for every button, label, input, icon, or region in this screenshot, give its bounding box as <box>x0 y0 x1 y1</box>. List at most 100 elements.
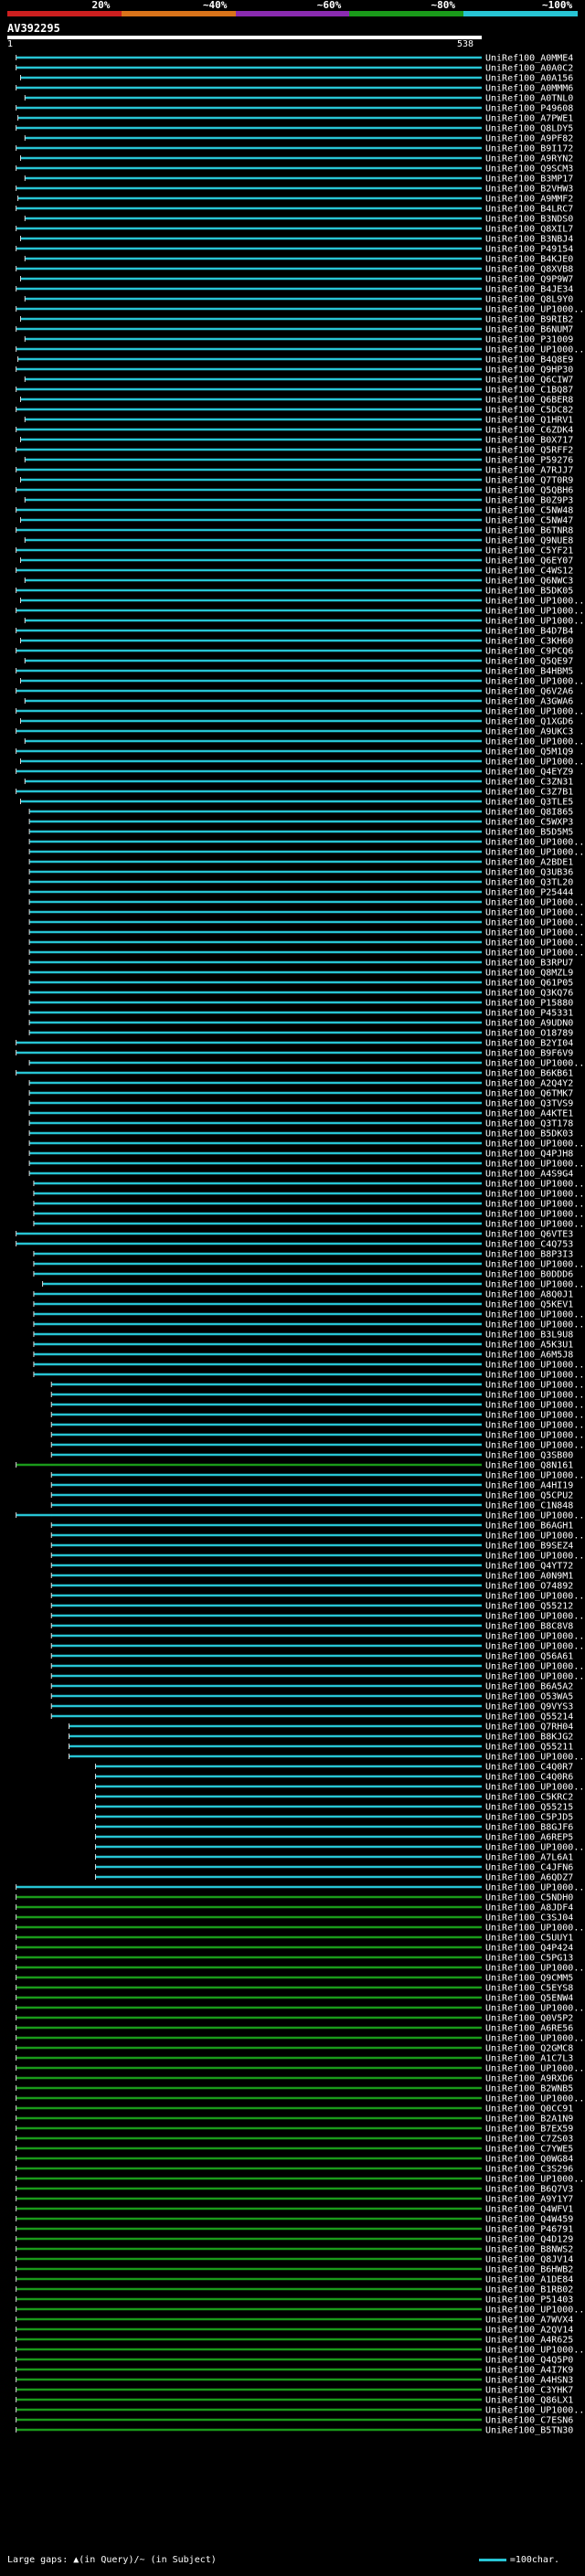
hit-label[interactable]: UniRef100_Q56A61 <box>485 1652 573 1662</box>
hit-label[interactable]: UniRef100_A9MMF2 <box>485 195 573 205</box>
hit-label[interactable]: UniRef100_UP1000.. <box>485 305 584 315</box>
hit-label[interactable]: UniRef100_UP1000.. <box>485 1310 584 1320</box>
hit-label[interactable]: UniRef100_C1N848 <box>485 1501 573 1511</box>
hit-label[interactable]: UniRef100_UP1000.. <box>485 838 584 848</box>
hit-label[interactable]: UniRef100_B6TNR8 <box>485 526 573 536</box>
hit-label[interactable]: UniRef100_Q55212 <box>485 1602 573 1612</box>
hit-label[interactable]: UniRef100_Q8L9Y0 <box>485 295 573 305</box>
hit-label[interactable]: UniRef100_UP1000.. <box>485 1431 584 1441</box>
hit-label[interactable]: UniRef100_UP1000.. <box>485 677 584 687</box>
hit-label[interactable]: UniRef100_UP1000.. <box>485 898 584 908</box>
hit-label[interactable]: UniRef100_B9SEZ4 <box>485 1542 573 1552</box>
hit-label[interactable]: UniRef100_A4R625 <box>485 2336 573 2346</box>
hit-label[interactable]: UniRef100_B5DK03 <box>485 1129 573 1140</box>
hit-label[interactable]: UniRef100_UP1000.. <box>485 2175 584 2185</box>
hit-label[interactable]: UniRef100_UP1000.. <box>485 1180 584 1190</box>
hit-label[interactable]: UniRef100_B9F6V9 <box>485 1049 573 1059</box>
hit-label[interactable]: UniRef100_C3ZN31 <box>485 778 573 788</box>
hit-label[interactable]: UniRef100_C7ESN6 <box>485 2416 573 2426</box>
hit-label[interactable]: UniRef100_C3S296 <box>485 2165 573 2175</box>
hit-label[interactable]: UniRef100_Q0CC91 <box>485 2104 573 2115</box>
hit-label[interactable]: UniRef100_UP1000.. <box>485 1280 584 1290</box>
hit-label[interactable]: UniRef100_Q6NWC3 <box>485 577 573 587</box>
hit-label[interactable]: UniRef100_UP1000.. <box>485 1441 584 1451</box>
hit-label[interactable]: UniRef100_UP1000.. <box>485 1592 584 1602</box>
hit-label[interactable]: UniRef100_UP1000.. <box>485 345 584 355</box>
hit-label[interactable]: UniRef100_B1RB02 <box>485 2285 573 2295</box>
hit-label[interactable]: UniRef100_Q3UB36 <box>485 868 573 878</box>
hit-label[interactable]: UniRef100_UP1000.. <box>485 737 584 747</box>
hit-label[interactable]: UniRef100_B6A5A2 <box>485 1682 573 1692</box>
hit-label[interactable]: UniRef100_Q5QE97 <box>485 657 573 667</box>
hit-label[interactable]: UniRef100_UP1000.. <box>485 1964 584 1974</box>
hit-label[interactable]: UniRef100_UP1000.. <box>485 928 584 938</box>
hit-label[interactable]: UniRef100_Q0V5P2 <box>485 2014 573 2024</box>
hit-label[interactable]: UniRef100_Q9HP30 <box>485 366 573 376</box>
hit-label[interactable]: UniRef100_Q9CMM5 <box>485 1974 573 1984</box>
hit-label[interactable]: UniRef100_A5K3U1 <box>485 1341 573 1351</box>
hit-label[interactable]: UniRef100_Q7RH04 <box>485 1723 573 1733</box>
hit-label[interactable]: UniRef100_Q5M1Q9 <box>485 747 573 758</box>
hit-label[interactable]: UniRef100_Q3TVS9 <box>485 1099 573 1109</box>
hit-label[interactable]: UniRef100_UP1000.. <box>485 2004 584 2014</box>
hit-label[interactable]: UniRef100_A9PF82 <box>485 134 573 144</box>
hit-label[interactable]: UniRef100_A2BDE1 <box>485 858 573 868</box>
hit-label[interactable]: UniRef100_A2QV14 <box>485 2326 573 2336</box>
hit-label[interactable]: UniRef100_A4I7K9 <box>485 2366 573 2376</box>
hit-label[interactable]: UniRef100_C4JFN6 <box>485 1863 573 1873</box>
hit-label[interactable]: UniRef100_Q4P424 <box>485 1944 573 1954</box>
hit-label[interactable]: UniRef100_UP1000.. <box>485 1059 584 1069</box>
hit-label[interactable]: UniRef100_B2VHW3 <box>485 185 573 195</box>
hit-label[interactable]: UniRef100_UP1000.. <box>485 918 584 928</box>
hit-label[interactable]: UniRef100_UP1000.. <box>485 2306 584 2316</box>
hit-label[interactable]: UniRef100_B8NWS2 <box>485 2245 573 2255</box>
hit-label[interactable]: UniRef100_A4KTE1 <box>485 1109 573 1119</box>
hit-label[interactable]: UniRef100_Q86LX1 <box>485 2396 573 2406</box>
hit-label[interactable]: UniRef100_B4LRC7 <box>485 205 573 215</box>
hit-label[interactable]: UniRef100_B4JE34 <box>485 285 573 295</box>
hit-label[interactable]: UniRef100_Q4PJH8 <box>485 1150 573 1160</box>
hit-label[interactable]: UniRef100_C5WXP3 <box>485 818 573 828</box>
hit-label[interactable]: UniRef100_Q4EYZ9 <box>485 768 573 778</box>
hit-label[interactable]: UniRef100_A8Q0J1 <box>485 1290 573 1300</box>
hit-label[interactable]: UniRef100_Q4W459 <box>485 2215 573 2225</box>
hit-label[interactable]: UniRef100_A7WVX4 <box>485 2316 573 2326</box>
hit-label[interactable]: UniRef100_B5TN30 <box>485 2426 573 2436</box>
hit-label[interactable]: UniRef100_B2YI04 <box>485 1039 573 1049</box>
hit-label[interactable]: UniRef100_UP1000.. <box>485 1210 584 1220</box>
hit-label[interactable]: UniRef100_C6ZDK4 <box>485 426 573 436</box>
hit-label[interactable]: UniRef100_C5PG13 <box>485 1954 573 1964</box>
hit-label[interactable]: UniRef100_UP1000.. <box>485 1672 584 1682</box>
hit-label[interactable]: UniRef100_A1C7L3 <box>485 2054 573 2064</box>
hit-label[interactable]: UniRef100_C4WS12 <box>485 567 573 577</box>
hit-label[interactable]: UniRef100_Q0WG84 <box>485 2155 573 2165</box>
hit-label[interactable]: UniRef100_A7PWE1 <box>485 114 573 124</box>
hit-label[interactable]: UniRef100_UP1000.. <box>485 1924 584 1934</box>
hit-label[interactable]: UniRef100_B9RIB2 <box>485 315 573 325</box>
hit-label[interactable]: UniRef100_A0MMM6 <box>485 84 573 94</box>
hit-label[interactable]: UniRef100_C5NW47 <box>485 516 573 526</box>
hit-label[interactable]: UniRef100_UP1000.. <box>485 1411 584 1421</box>
hit-label[interactable]: UniRef100_B0Z9P3 <box>485 496 573 506</box>
hit-label[interactable]: UniRef100_A0A0C2 <box>485 64 573 74</box>
hit-label[interactable]: UniRef100_UP1000.. <box>485 1140 584 1150</box>
hit-label[interactable]: UniRef100_UP1000.. <box>485 1200 584 1210</box>
hit-label[interactable]: UniRef100_B2WNB5 <box>485 2084 573 2094</box>
hit-label[interactable]: UniRef100_Q9SCM3 <box>485 164 573 175</box>
hit-label[interactable]: UniRef100_P15880 <box>485 999 573 1009</box>
hit-label[interactable]: UniRef100_UP1000.. <box>485 1421 584 1431</box>
hit-label[interactable]: UniRef100_B5DK05 <box>485 587 573 597</box>
hit-label[interactable]: UniRef100_UP1000.. <box>485 2346 584 2356</box>
hit-label[interactable]: UniRef100_C5NW48 <box>485 506 573 516</box>
hit-label[interactable]: UniRef100_Q4YT72 <box>485 1562 573 1572</box>
hit-label[interactable]: UniRef100_UP1000.. <box>485 938 584 949</box>
hit-label[interactable]: UniRef100_Q9VYS3 <box>485 1702 573 1712</box>
hit-label[interactable]: UniRef100_A4HI19 <box>485 1481 573 1491</box>
hit-label[interactable]: UniRef100_UP1000.. <box>485 1883 584 1893</box>
hit-label[interactable]: UniRef100_Q55214 <box>485 1712 573 1723</box>
hit-label[interactable]: UniRef100_UP1000.. <box>485 1552 584 1562</box>
hit-label[interactable]: UniRef100_UP1000.. <box>485 758 584 768</box>
hit-label[interactable]: UniRef100_Q8XVB8 <box>485 265 573 275</box>
hit-label[interactable]: UniRef100_B8GJF6 <box>485 1823 573 1833</box>
hit-label[interactable]: UniRef100_A0TNL0 <box>485 94 573 104</box>
